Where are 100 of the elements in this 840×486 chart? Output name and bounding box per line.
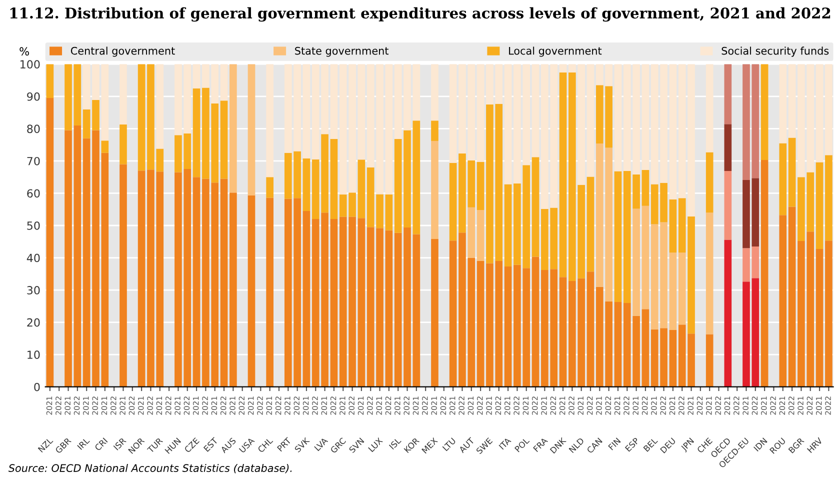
bar xyxy=(412,120,420,234)
bar xyxy=(192,64,200,88)
bar xyxy=(532,256,540,387)
bar xyxy=(476,162,484,210)
y-tick-label: 0 xyxy=(34,382,40,392)
bar xyxy=(385,194,393,230)
bar xyxy=(779,143,787,216)
text: IRL xyxy=(77,437,90,450)
bar xyxy=(788,64,796,138)
bar xyxy=(431,120,438,141)
bar xyxy=(431,64,438,121)
text: FRA xyxy=(533,437,548,452)
bar xyxy=(412,64,420,121)
bar xyxy=(385,230,393,387)
bar xyxy=(302,64,310,158)
bar xyxy=(64,64,72,130)
bar xyxy=(724,240,732,387)
text: USA xyxy=(238,437,255,454)
bar xyxy=(302,158,310,211)
bar xyxy=(706,212,714,334)
bar xyxy=(330,64,338,140)
text: IDN xyxy=(754,438,768,452)
y-tick-label: 50 xyxy=(27,221,40,230)
bar xyxy=(449,240,457,387)
text: FIN xyxy=(608,438,621,450)
bar xyxy=(586,272,594,387)
bar xyxy=(120,64,127,124)
y-axis-title: % xyxy=(20,47,29,56)
text: ESP xyxy=(624,437,640,452)
bar xyxy=(64,130,72,387)
bar xyxy=(825,64,832,156)
bar xyxy=(476,210,484,261)
bar xyxy=(642,206,650,310)
text: TUR xyxy=(146,437,164,454)
bar xyxy=(724,124,732,171)
bar xyxy=(760,160,768,387)
text: ITA xyxy=(498,437,512,450)
bar xyxy=(266,198,274,387)
legend-label: State government xyxy=(295,46,389,57)
bar xyxy=(431,239,438,387)
bar xyxy=(358,64,366,160)
bar xyxy=(642,64,650,170)
bar xyxy=(412,234,420,387)
bar xyxy=(825,240,832,387)
text: CRI xyxy=(94,438,108,452)
bar xyxy=(230,64,237,193)
bar xyxy=(266,64,274,178)
bar xyxy=(706,152,714,213)
bar xyxy=(669,64,677,200)
bar xyxy=(642,309,650,387)
bar xyxy=(385,64,393,195)
bar xyxy=(559,277,567,387)
bar xyxy=(669,252,677,330)
bar xyxy=(74,125,82,387)
bar xyxy=(724,64,732,124)
bar xyxy=(632,208,640,316)
bar xyxy=(614,171,622,302)
y-tick-label: 30 xyxy=(27,286,40,294)
legend-label: Social security funds xyxy=(722,46,829,57)
bar xyxy=(156,64,164,149)
bar xyxy=(706,334,714,387)
bar xyxy=(248,64,256,196)
bar xyxy=(816,249,824,387)
chart-title: 11.12. Distribution of general government expenditures across levels of government, 2021 and 2022 xyxy=(10,7,830,22)
text: NZL xyxy=(38,437,54,452)
bar xyxy=(586,176,594,272)
bar xyxy=(559,64,567,73)
text: BEL xyxy=(643,437,658,452)
bar xyxy=(46,98,54,387)
bar xyxy=(816,64,824,162)
bar xyxy=(230,192,237,387)
text: ISL xyxy=(388,437,402,450)
bar xyxy=(476,261,484,387)
bar xyxy=(504,266,512,387)
bar xyxy=(449,64,457,163)
bar xyxy=(192,177,200,387)
bar xyxy=(358,160,366,218)
bar xyxy=(476,64,484,162)
y-tick-label: 40 xyxy=(26,254,40,262)
y-tick-label: 80 xyxy=(27,124,40,134)
bar xyxy=(220,178,228,387)
bar xyxy=(788,138,796,207)
bar xyxy=(330,219,338,387)
bar xyxy=(678,252,686,325)
y-tick-label: 20 xyxy=(27,318,40,327)
bar xyxy=(779,215,787,387)
bar xyxy=(302,210,310,387)
bar xyxy=(431,140,438,240)
bar xyxy=(220,64,228,101)
bar xyxy=(669,199,677,253)
bar xyxy=(74,64,82,126)
bar xyxy=(266,177,274,198)
y-tick-label: 60 xyxy=(27,189,40,198)
bar xyxy=(504,64,512,184)
bar xyxy=(614,64,622,172)
bar xyxy=(779,64,787,144)
y-tick-label: 10 xyxy=(28,350,40,359)
bar xyxy=(101,140,109,153)
bar xyxy=(46,64,54,98)
bar xyxy=(449,162,457,241)
